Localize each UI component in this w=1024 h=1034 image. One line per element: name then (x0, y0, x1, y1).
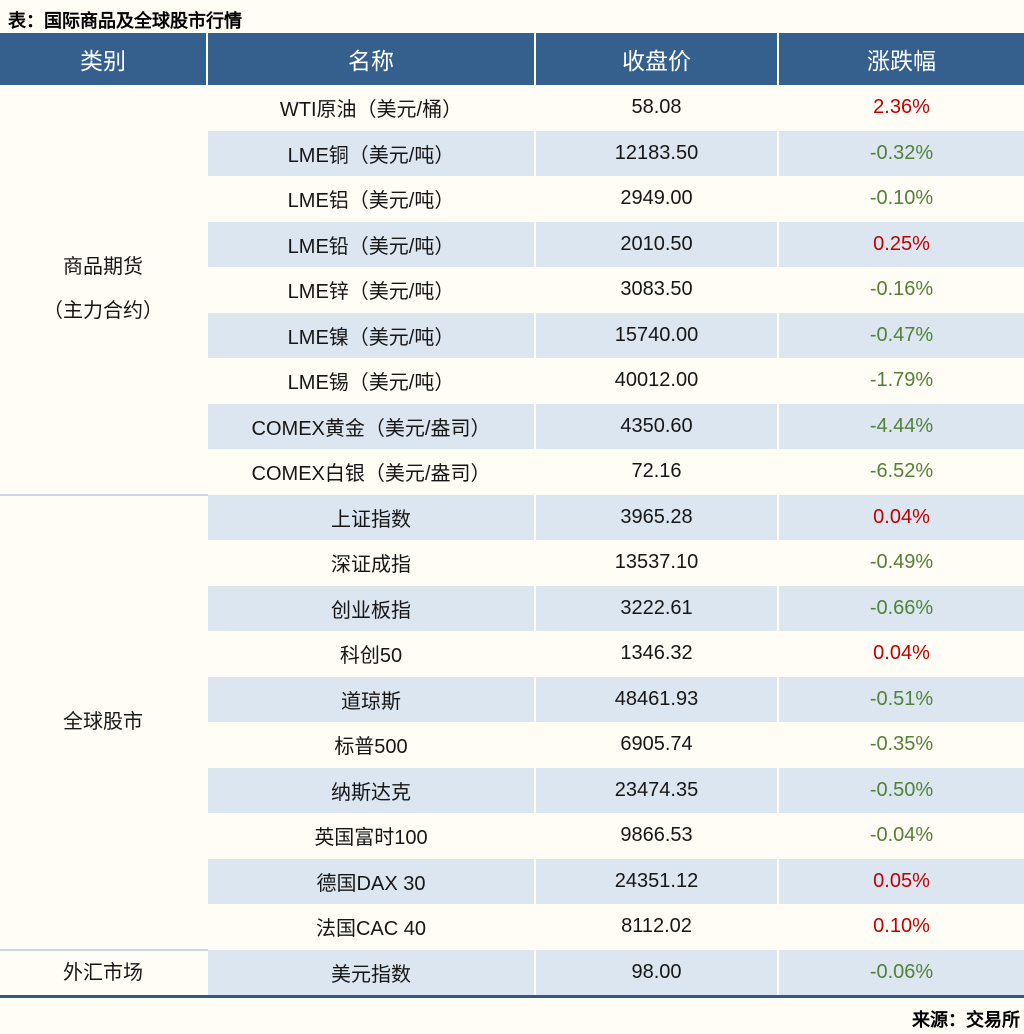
instrument-name-cell: 科创50 (207, 631, 536, 677)
category-cell: 全球股市 (0, 494, 208, 951)
change-pct-cell: -0.66% (778, 585, 1024, 631)
instrument-name-cell: 道琼斯 (207, 676, 536, 722)
close-price-cell: 6905.74 (535, 722, 779, 768)
change-pct-cell: -0.32% (778, 130, 1024, 176)
header-change-pct: 涨跌幅 (778, 33, 1024, 85)
instrument-name-cell: COMEX白银（美元/盎司） (207, 449, 536, 495)
table-row: 科创50 1346.32 0.04% (0, 631, 1024, 677)
instrument-name-cell: WTI原油（美元/桶） (207, 85, 536, 131)
change-pct-cell: -0.50% (778, 767, 1024, 813)
close-price-cell: 15740.00 (535, 312, 779, 358)
change-pct-cell: -0.49% (869, 551, 934, 574)
close-price-cell: 8112.02 (535, 904, 779, 950)
table-row: 全球股市 上证指数 3965.28 0.04% (0, 494, 1024, 951)
header-close-price: 收盘价 (535, 33, 779, 85)
instrument-name-cell: LME铅（美元/吨） (207, 221, 536, 267)
instrument-name-cell: LME锌（美元/吨） (207, 267, 536, 313)
instrument-name-cell: 纳斯达克 (207, 767, 536, 813)
change-pct-cell: -0.06% (778, 949, 1024, 996)
change-pct-cell: -0.16% (869, 278, 934, 301)
close-price-cell: 48461.93 (535, 676, 779, 722)
instrument-name-cell: COMEX黄金（美元/盎司） (207, 403, 536, 449)
table-row: 纳斯达克 23474.35 -0.50% (0, 767, 1024, 813)
change-pct-cell: -6.52% (869, 460, 934, 483)
change-pct-cell: -0.10% (869, 187, 934, 210)
close-price-cell: 40012.00 (535, 358, 779, 404)
table-row: LME铅（美元/吨） 2010.50 0.25% (0, 221, 1024, 267)
close-price-cell: 58.08 (535, 85, 779, 131)
instrument-name-cell: LME铜（美元/吨） (207, 130, 536, 176)
table-row: LME镍（美元/吨） 15740.00 -0.47% (0, 312, 1024, 358)
market-quotes-table: 类别 名称 收盘价 涨跌幅 商品期货 （主力合约） WTI原油（美元/桶） 58.0… (0, 33, 1024, 998)
change-pct-cell: -0.04% (869, 824, 934, 847)
close-price-cell: 3083.50 (535, 267, 779, 313)
change-pct-cell: 0.05% (778, 858, 1024, 904)
table-row: 外汇市场 美元指数 98.00 -0.06% (0, 949, 1024, 996)
instrument-name-cell: 深证成指 (207, 540, 536, 586)
close-price-cell: 9866.53 (535, 813, 779, 859)
close-price-cell: 72.16 (535, 449, 779, 495)
close-price-cell: 23474.35 (535, 767, 779, 813)
close-price-cell: 3222.61 (535, 585, 779, 631)
table-row: LME铝（美元/吨） 2949.00 -0.10% (0, 176, 1024, 222)
close-price-cell: 1346.32 (535, 631, 779, 677)
table-row: 深证成指 13537.10 -0.49% (0, 540, 1024, 586)
table-row: LME锌（美元/吨） 3083.50 -0.16% (0, 267, 1024, 313)
table-header: 类别 名称 收盘价 涨跌幅 (0, 33, 1024, 85)
header-category: 类别 (0, 33, 208, 85)
change-pct-cell: 0.04% (778, 494, 1024, 540)
close-price-cell: 12183.50 (535, 130, 779, 176)
table-row: 法国CAC 40 8112.02 0.10% (0, 904, 1024, 950)
table-row: 标普500 6905.74 -0.35% (0, 722, 1024, 768)
table-row: COMEX白银（美元/盎司） 72.16 -6.52% (0, 449, 1024, 495)
header-row: 类别 名称 收盘价 涨跌幅 (0, 33, 1024, 85)
change-pct-cell: 0.04% (873, 642, 930, 665)
instrument-name-cell: 法国CAC 40 (207, 904, 536, 950)
instrument-name-cell: LME铝（美元/吨） (207, 176, 536, 222)
instrument-name-cell: 英国富时100 (207, 813, 536, 859)
instrument-name-cell: 上证指数 (207, 494, 536, 540)
change-pct-cell: 0.25% (778, 221, 1024, 267)
close-price-cell: 2010.50 (535, 221, 779, 267)
instrument-name-cell: 德国DAX 30 (207, 858, 536, 904)
change-pct-cell: -1.79% (869, 369, 934, 392)
change-pct-cell: -0.51% (778, 676, 1024, 722)
source-note: 来源：交易所 (912, 1009, 1020, 1030)
table-row: LME铜（美元/吨） 12183.50 -0.32% (0, 130, 1024, 176)
table-row: 商品期货 （主力合约） WTI原油（美元/桶） 58.08 2.36% (0, 85, 1024, 496)
close-price-cell: 13537.10 (535, 540, 779, 586)
table-row: COMEX黄金（美元/盎司） 4350.60 -4.44% (0, 403, 1024, 449)
change-pct-cell: -0.35% (869, 733, 934, 756)
instrument-name-cell: 美元指数 (207, 949, 536, 996)
table-body: 商品期货 （主力合约） WTI原油（美元/桶） 58.08 2.36% LME铜（美元/… (0, 85, 1024, 996)
instrument-name-cell: LME镍（美元/吨） (207, 312, 536, 358)
table-row: LME锡（美元/吨） 40012.00 -1.79% (0, 358, 1024, 404)
close-price-cell: 98.00 (535, 949, 779, 996)
header-name: 名称 (207, 33, 536, 85)
page-title: 表：国际商品及全球股市行情 (8, 11, 242, 31)
close-price-cell: 4350.60 (535, 403, 779, 449)
instrument-name-cell: 标普500 (207, 722, 536, 768)
change-pct-cell: -4.44% (778, 403, 1024, 449)
close-price-cell: 24351.12 (535, 858, 779, 904)
change-pct-cell: 2.36% (873, 96, 930, 119)
instrument-name-cell: 创业板指 (207, 585, 536, 631)
category-cell: 外汇市场 (0, 949, 208, 996)
table-row: 德国DAX 30 24351.12 0.05% (0, 858, 1024, 904)
change-pct-cell: 0.10% (873, 915, 930, 938)
change-pct-cell: -0.47% (778, 312, 1024, 358)
close-price-cell: 2949.00 (535, 176, 779, 222)
table-row: 道琼斯 48461.93 -0.51% (0, 676, 1024, 722)
table-row: 英国富时100 9866.53 -0.04% (0, 813, 1024, 859)
table-row: 创业板指 3222.61 -0.66% (0, 585, 1024, 631)
close-price-cell: 3965.28 (535, 494, 779, 540)
category-cell: 商品期货 （主力合约） (0, 85, 208, 496)
instrument-name-cell: LME锡（美元/吨） (207, 358, 536, 404)
